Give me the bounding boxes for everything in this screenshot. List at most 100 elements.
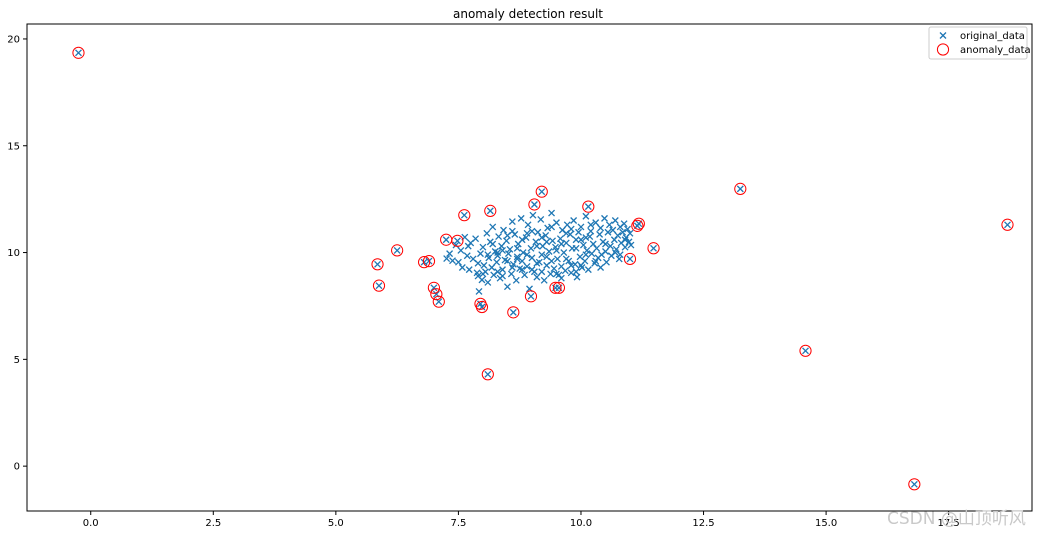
original-data-point <box>479 270 487 278</box>
original-data-point <box>601 214 608 222</box>
original-data-point <box>484 370 492 378</box>
anomaly-data-point <box>422 254 436 268</box>
original-data-point <box>523 251 531 259</box>
x-tick-label: 17.5 <box>938 518 960 529</box>
anomaly-data-point <box>582 200 595 213</box>
original-data-point <box>504 250 512 258</box>
original-data-point <box>449 257 456 265</box>
original-data-point <box>425 257 433 265</box>
original-data-point <box>597 224 605 232</box>
original-data-point <box>621 236 629 244</box>
original-data-point <box>530 201 538 208</box>
original-data-point <box>582 234 590 242</box>
original-data-point <box>452 241 460 249</box>
original-data-point <box>499 246 506 254</box>
original-data-point <box>567 261 575 269</box>
original-data-point <box>472 235 480 243</box>
original-data-point <box>483 229 491 237</box>
original-data-point <box>499 266 506 274</box>
original-data-point <box>625 238 633 246</box>
original-data-point <box>543 238 551 246</box>
original-data-point <box>521 271 529 279</box>
original-data-point <box>494 249 502 257</box>
original-data-point <box>537 215 545 223</box>
original-data-point <box>577 223 585 231</box>
original-data-point <box>603 258 610 266</box>
legend-label-anomaly: anomaly_data <box>960 45 1031 56</box>
legend-box <box>928 26 1028 60</box>
original-data-point <box>609 226 617 234</box>
original-data-point <box>616 251 624 259</box>
original-data-point <box>592 257 600 265</box>
original-data-point <box>587 227 595 235</box>
plot-area <box>72 46 1014 491</box>
original-data-point <box>489 240 497 248</box>
original-data-point <box>548 223 556 231</box>
original-data-point <box>478 276 486 284</box>
anomaly-data-point <box>507 306 520 319</box>
x-tick-label: 0.0 <box>83 518 99 529</box>
original-data-point <box>626 229 634 237</box>
original-data-point <box>561 267 569 275</box>
original-data-point <box>571 260 579 268</box>
original-data-point <box>562 255 570 263</box>
anomaly-data-point <box>72 46 85 59</box>
original-data-point <box>627 241 635 249</box>
original-data-point <box>553 255 561 263</box>
original-data-point <box>488 264 496 271</box>
anomaly-data-point <box>535 185 548 198</box>
legend-x-marker <box>939 32 947 39</box>
anomaly-data-point <box>391 244 404 257</box>
original-data-point <box>540 276 548 284</box>
original-data-point <box>375 282 383 290</box>
original-data-point <box>570 217 578 224</box>
original-data-point <box>553 246 560 254</box>
original-data-point <box>393 246 401 254</box>
original-data-point <box>508 227 516 235</box>
original-data-point <box>604 228 612 236</box>
original-data-point <box>523 229 531 237</box>
original-data-point <box>584 203 592 211</box>
original-data-point <box>460 211 468 219</box>
plot-frame <box>26 23 1033 512</box>
x-tick-label: 5.0 <box>328 518 344 529</box>
original-data-point <box>479 243 487 251</box>
original-data-point <box>736 185 744 193</box>
original-data-point <box>484 278 492 286</box>
anomaly-data-point <box>524 290 538 303</box>
anomaly-data-point <box>372 279 386 292</box>
anomaly-data-point <box>1001 218 1014 231</box>
original-data-point <box>75 49 82 57</box>
original-data-point <box>624 225 632 233</box>
legend-circle-marker <box>936 43 950 56</box>
original-data-point <box>477 250 484 258</box>
original-data-point <box>519 249 527 257</box>
original-data-point <box>500 226 507 234</box>
original-data-point <box>573 273 581 281</box>
anomaly-data-point <box>631 219 644 232</box>
original-data-point <box>529 211 537 219</box>
original-data-point <box>544 224 552 232</box>
original-data-point <box>508 264 516 271</box>
anomaly-data-point <box>475 300 489 314</box>
original-data-point <box>910 480 918 488</box>
original-data-point <box>549 237 557 245</box>
original-data-point <box>577 236 585 244</box>
original-data-point <box>620 220 628 228</box>
y-tick-label: 5 <box>14 355 20 366</box>
original-data-point <box>602 240 609 248</box>
original-data-point <box>518 236 526 244</box>
original-data-point <box>430 284 438 292</box>
original-data-point <box>566 230 574 238</box>
original-data-point <box>650 244 657 252</box>
original-data-point <box>518 257 526 265</box>
original-data-point <box>611 249 619 257</box>
original-data-point <box>597 264 605 271</box>
original-data-point <box>513 244 521 252</box>
original-data-point <box>545 248 553 255</box>
original-data-point <box>582 251 590 259</box>
original-data-point <box>538 188 546 196</box>
original-data-point <box>512 276 520 284</box>
original-data-point <box>550 265 558 273</box>
